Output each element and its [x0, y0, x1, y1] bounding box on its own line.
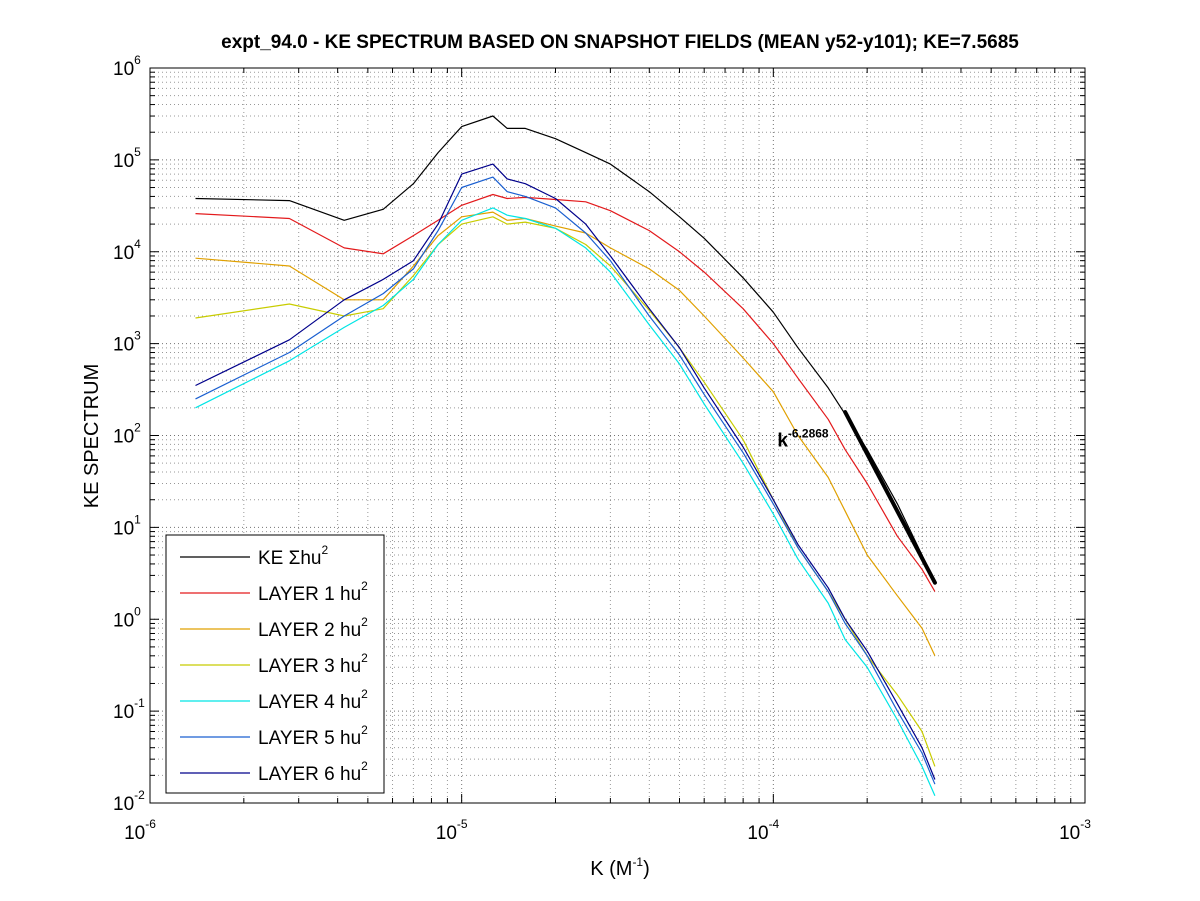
legend-item: LAYER 4 hu2 — [180, 687, 368, 713]
legend-item: LAYER 6 hu2 — [180, 759, 368, 785]
y-tick-label-exponent: 5 — [134, 145, 141, 159]
legend-label-superscript: 2 — [361, 579, 368, 593]
grid-lines — [149, 68, 1085, 804]
series-line-layer-5 — [195, 176, 936, 785]
legend-label-text: KE Σhu — [258, 548, 322, 569]
legend-label-text: LAYER 4 hu — [258, 692, 361, 713]
y-tick-label: 102 — [113, 421, 141, 448]
series-line-layer-6 — [195, 163, 936, 780]
legend-label: KE Σhu2 — [258, 543, 329, 569]
y-tick-label-base: 10 — [113, 610, 134, 631]
y-tick-label: 10-1 — [113, 696, 145, 723]
x-tick-label-exponent: -3 — [1080, 817, 1091, 831]
axis-tick-labels: 10-6 10-5 10-4 10-310-210-11001011021031041… — [113, 53, 1091, 844]
y-tick-label-exponent: 6 — [134, 53, 141, 67]
y-tick-label: 106 — [113, 53, 141, 80]
y-tick-label-exponent: 2 — [134, 421, 141, 435]
x-tick-label: 10-5 — [436, 817, 468, 844]
legend-item: LAYER 5 hu2 — [180, 723, 368, 749]
y-tick-label: 104 — [113, 237, 141, 264]
chart-title: expt_94.0 - KE SPECTRUM BASED ON SNAPSHO… — [221, 32, 1019, 53]
legend-label-text: LAYER 3 hu — [258, 656, 361, 677]
x-axis-label-base: K (M — [590, 858, 632, 880]
legend-label-text: LAYER 1 hu — [258, 584, 361, 605]
x-tick-label-base: 10 — [747, 823, 768, 844]
y-axis-label: KE SPECTRUM — [81, 364, 103, 508]
legend-label: LAYER 6 hu2 — [258, 759, 368, 785]
legend-label: LAYER 4 hu2 — [258, 687, 368, 713]
legend-item: LAYER 3 hu2 — [180, 651, 368, 677]
legend-label-superscript: 2 — [361, 651, 368, 665]
axis-ticks — [149, 67, 1086, 804]
y-tick-label-exponent: -2 — [134, 788, 145, 802]
legend-label-text: LAYER 2 hu — [258, 620, 361, 641]
x-axis-label: K (M-1) — [590, 855, 650, 880]
fit-line-group — [843, 410, 937, 585]
legend-item: LAYER 2 hu2 — [180, 615, 368, 641]
y-tick-label-base: 10 — [113, 335, 134, 356]
x-axis-label-close: ) — [643, 858, 650, 880]
x-tick-label-base: 10 — [436, 823, 457, 844]
slope-annotation: k-6.2868 — [777, 427, 829, 452]
legend-label-superscript: 2 — [361, 723, 368, 737]
legend-item: LAYER 1 hu2 — [180, 579, 368, 605]
series-line-layer-4 — [195, 207, 936, 796]
x-tick-label-base: 10 — [124, 823, 145, 844]
series-line-layer-2 — [195, 211, 936, 657]
y-tick-label: 101 — [113, 512, 141, 539]
y-tick-label: 100 — [113, 604, 141, 631]
x-tick-label: 10-6 — [124, 817, 156, 844]
y-tick-label-base: 10 — [113, 794, 134, 815]
x-tick-label-exponent: -5 — [457, 817, 468, 831]
legend-box — [165, 534, 385, 794]
legend-label: LAYER 1 hu2 — [258, 579, 368, 605]
x-tick-label: 10-3 — [1059, 817, 1091, 844]
x-tick-label-exponent: -4 — [769, 817, 780, 831]
legend-label-text: LAYER 5 hu — [258, 728, 361, 749]
legend-label-superscript: 2 — [361, 759, 368, 773]
y-tick-label: 103 — [113, 329, 141, 356]
legend-label: LAYER 5 hu2 — [258, 723, 368, 749]
legend-label-superscript: 2 — [322, 543, 329, 557]
slope-annotation-base: k — [777, 431, 788, 452]
slope-annotation-exponent: -6.2868 — [788, 427, 829, 441]
x-axis-label-exponent: -1 — [632, 855, 643, 869]
x-tick-label-exponent: -6 — [145, 817, 156, 831]
y-tick-label-base: 10 — [113, 702, 134, 723]
series-lines — [195, 115, 936, 796]
legend-label-superscript: 2 — [361, 615, 368, 629]
x-tick-label-base: 10 — [1059, 823, 1080, 844]
y-tick-label-exponent: 1 — [134, 512, 141, 526]
legend-label-superscript: 2 — [361, 687, 368, 701]
legend-item: KE Σhu2 — [180, 543, 329, 569]
y-tick-label-exponent: 4 — [134, 237, 141, 251]
y-tick-label-exponent: 0 — [134, 604, 141, 618]
power-law-fit-line — [843, 410, 937, 585]
y-tick-label: 105 — [113, 145, 141, 172]
y-tick-label-base: 10 — [113, 151, 134, 172]
y-tick-label-base: 10 — [113, 243, 134, 264]
y-tick-label-exponent: 3 — [134, 329, 141, 343]
y-tick-label-exponent: -1 — [134, 696, 145, 710]
y-tick-label-base: 10 — [113, 518, 134, 539]
y-tick-label-base: 10 — [113, 427, 134, 448]
legend-label-text: LAYER 6 hu — [258, 764, 361, 785]
y-tick-label: 10-2 — [113, 788, 145, 815]
legend-label: LAYER 3 hu2 — [258, 651, 368, 677]
x-tick-label: 10-4 — [747, 817, 779, 844]
legend-label: LAYER 2 hu2 — [258, 615, 368, 641]
series-line-layer-1 — [195, 193, 936, 592]
y-tick-label-base: 10 — [113, 59, 134, 80]
